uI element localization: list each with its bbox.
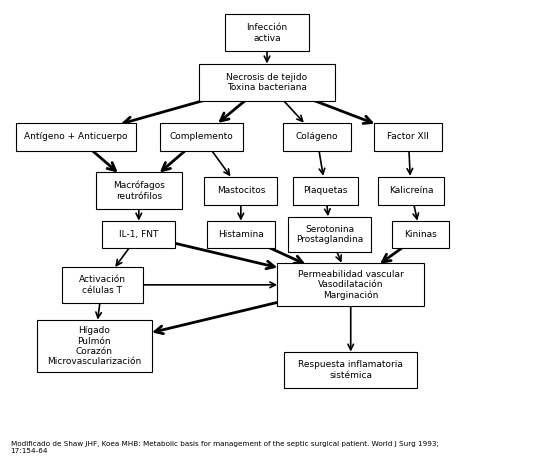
FancyBboxPatch shape xyxy=(204,177,278,205)
FancyBboxPatch shape xyxy=(61,267,143,303)
Text: Macrófagos
reutrófilos: Macrófagos reutrófilos xyxy=(113,180,164,200)
Text: Antígeno + Anticuerpo: Antígeno + Anticuerpo xyxy=(24,132,128,141)
FancyBboxPatch shape xyxy=(392,221,449,248)
FancyBboxPatch shape xyxy=(96,172,182,209)
Text: Mastocitos: Mastocitos xyxy=(217,186,265,195)
Text: Plaquetas: Plaquetas xyxy=(303,186,348,195)
FancyBboxPatch shape xyxy=(374,123,442,151)
Text: Serotonina
Prostaglandina: Serotonina Prostaglandina xyxy=(296,225,364,245)
Text: Factor XII: Factor XII xyxy=(387,132,429,141)
FancyBboxPatch shape xyxy=(278,263,424,306)
FancyBboxPatch shape xyxy=(282,123,351,151)
Text: Activación
células T: Activación células T xyxy=(78,275,125,294)
Text: Colágeno: Colágeno xyxy=(295,132,338,141)
FancyBboxPatch shape xyxy=(293,177,358,205)
FancyBboxPatch shape xyxy=(207,221,275,248)
Text: Respuesta inflamatoria
sistémica: Respuesta inflamatoria sistémica xyxy=(299,361,403,380)
Text: Histamina: Histamina xyxy=(218,230,264,239)
FancyBboxPatch shape xyxy=(37,320,152,372)
FancyBboxPatch shape xyxy=(225,14,309,51)
Text: Modificado de Shaw JHF, Koea MHB: Metabolic basis for management of the septic s: Modificado de Shaw JHF, Koea MHB: Metabo… xyxy=(11,441,438,454)
Text: Kininas: Kininas xyxy=(404,230,437,239)
FancyBboxPatch shape xyxy=(16,123,136,151)
Text: Kalicreína: Kalicreína xyxy=(389,186,433,195)
FancyBboxPatch shape xyxy=(199,64,335,101)
Text: IL-1, FNT: IL-1, FNT xyxy=(119,230,159,239)
Text: Hígado
Pulmón
Corazón
Microvascularización: Hígado Pulmón Corazón Microvascularizaci… xyxy=(47,326,142,366)
Text: Infección
activa: Infección activa xyxy=(246,23,288,43)
FancyBboxPatch shape xyxy=(102,221,175,248)
Text: Necrosis de tejido
Toxina bacteriana: Necrosis de tejido Toxina bacteriana xyxy=(226,73,308,92)
FancyBboxPatch shape xyxy=(378,177,444,205)
FancyBboxPatch shape xyxy=(160,123,244,151)
FancyBboxPatch shape xyxy=(284,352,418,388)
Text: Complemento: Complemento xyxy=(170,132,233,141)
FancyBboxPatch shape xyxy=(288,217,371,252)
Text: Permeabilidad vascular
Vasodilatación
Marginación: Permeabilidad vascular Vasodilatación Ma… xyxy=(298,270,404,300)
